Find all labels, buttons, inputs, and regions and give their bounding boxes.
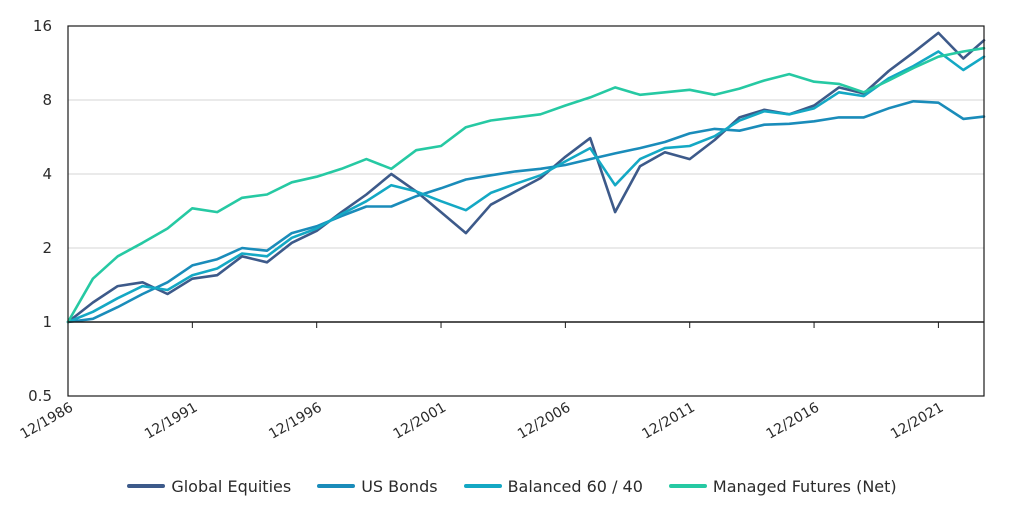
chart-series-lines (66, 31, 986, 324)
x-tick-label-12-1986: 12/1986 (18, 400, 76, 443)
y-tick-label-0-5: 0.5 (28, 387, 52, 405)
x-tick-label-12-1996: 12/1996 (266, 400, 324, 443)
x-axis-tick-labels: 12/1986 12/1991 12/1996 12/2001 12/2006 12/20… (18, 400, 947, 443)
y-tick-label-4: 4 (42, 165, 52, 183)
legend-item-global-equities[interactable]: Global Equities (127, 477, 291, 496)
chart-legend: Global Equities US Bonds Balanced 60 / 4… (0, 474, 1024, 498)
series-line-global-equities (66, 31, 986, 324)
y-tick-label-16: 16 (33, 17, 52, 35)
x-tick-label-12-1991: 12/1991 (142, 400, 200, 443)
legend-item-us-bonds[interactable]: US Bonds (317, 476, 438, 496)
x-axis-tick-marks (191, 322, 939, 328)
legend-label-global-equities: Global Equities (171, 476, 292, 496)
legend-label-us-bonds: US Bonds (361, 476, 438, 496)
x-tick-label-12-2021: 12/2021 (888, 400, 946, 443)
legend-item-managed-futures[interactable]: Managed Futures (Net) (668, 476, 897, 496)
legend-item-balanced-60-40[interactable]: Balanced 60 / 40 (463, 476, 643, 496)
x-tick-label-12-2006: 12/2006 (515, 400, 573, 443)
legend-swatch-us-bonds (317, 484, 356, 488)
x-tick-label-12-2011: 12/2011 (639, 400, 697, 443)
legend-swatch-managed-futures (668, 484, 707, 488)
legend-swatch-global-equities (127, 484, 166, 488)
x-tick-label-12-2016: 12/2016 (764, 400, 822, 443)
legend-label-managed-futures: Managed Futures (Net) (712, 476, 897, 496)
plot-area-frame (67, 25, 985, 397)
x-tick-label-12-2001: 12/2001 (391, 400, 449, 443)
y-axis-tick-labels: 0.5 1 2 4 8 16 (28, 17, 52, 405)
y-tick-label-2: 2 (42, 239, 52, 257)
y-tick-label-1: 1 (42, 313, 52, 331)
series-line-managed-futures-net (66, 46, 986, 324)
legend-swatch-balanced-60-40 (463, 484, 502, 488)
y-tick-label-8: 8 (42, 91, 52, 109)
legend-label-balanced-60-40: Balanced 60 / 40 (507, 476, 643, 496)
series-line-balanced-60-40 (66, 50, 986, 324)
series-line-us-bonds (66, 100, 986, 324)
